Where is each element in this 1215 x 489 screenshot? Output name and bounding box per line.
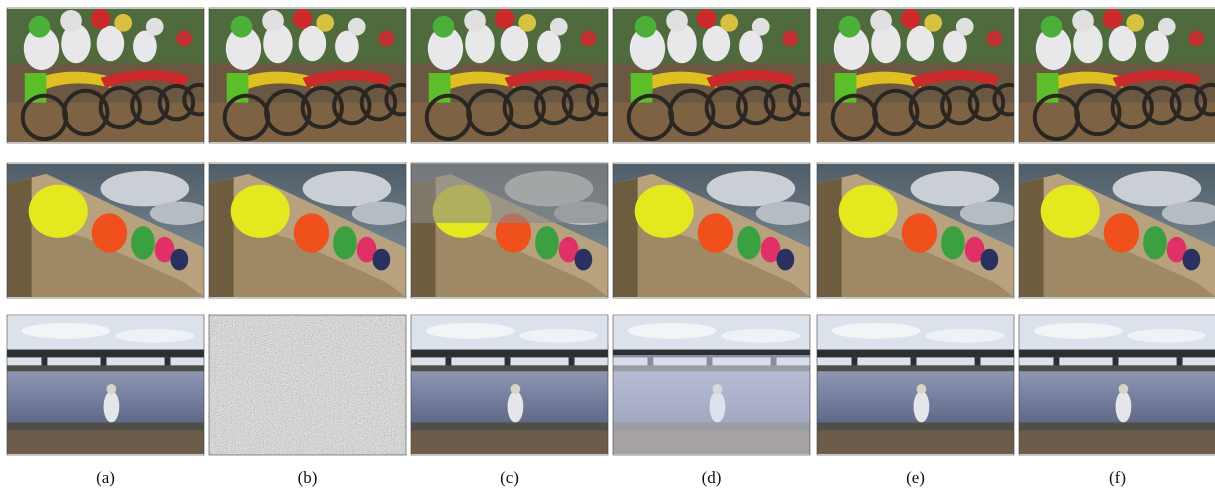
- image: [1019, 9, 1215, 142]
- washout-overlay: [613, 355, 810, 455]
- artifact-overlay: [411, 163, 608, 223]
- image: [411, 9, 618, 142]
- image: [209, 9, 416, 142]
- image: [613, 164, 815, 297]
- image-grid: [7, 8, 1215, 455]
- panel-label: (a): [96, 468, 115, 487]
- panel-label: (e): [906, 468, 925, 487]
- figure: (a) (b) (c) (d) (e) (f): [0, 0, 1215, 489]
- image: [1019, 316, 1215, 454]
- image: [411, 316, 608, 454]
- page: (a)(b)(c)(d)(e)(f) (() => { const data =…: [0, 0, 1215, 489]
- panel-label: (d): [702, 468, 722, 487]
- panel-label: (f): [1109, 468, 1126, 487]
- noise-image: [209, 315, 406, 455]
- image: [7, 316, 204, 454]
- image: [613, 9, 820, 142]
- image: [817, 316, 1014, 454]
- image: [7, 9, 214, 142]
- image: [817, 9, 1024, 142]
- image: [209, 164, 411, 297]
- image: [7, 164, 209, 297]
- image: [817, 164, 1019, 297]
- image: [1019, 164, 1215, 297]
- panel-label: (b): [298, 468, 318, 487]
- panel-label: (c): [500, 468, 519, 487]
